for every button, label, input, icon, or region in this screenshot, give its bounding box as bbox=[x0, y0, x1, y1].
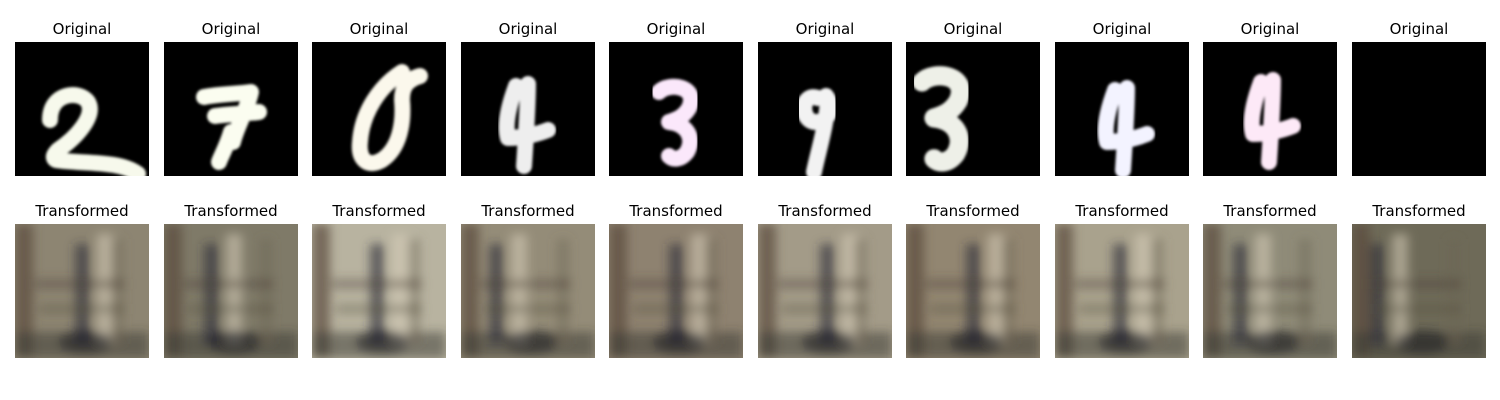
panel-title: Original bbox=[349, 20, 409, 38]
transformed-image bbox=[164, 224, 298, 358]
digit-image bbox=[609, 42, 743, 176]
blurred-texture bbox=[609, 224, 743, 358]
blurred-texture bbox=[312, 224, 446, 358]
digit-stroke bbox=[1097, 80, 1155, 176]
panel-title: Transformed bbox=[629, 202, 723, 220]
panel-title: Original bbox=[1240, 20, 1300, 38]
transformed-image bbox=[758, 224, 892, 358]
panel-title: Transformed bbox=[184, 202, 278, 220]
panel-title: Transformed bbox=[332, 202, 426, 220]
transformed-image bbox=[1203, 224, 1337, 358]
digit-image bbox=[1203, 42, 1337, 176]
transformed-image bbox=[906, 224, 1040, 358]
panel-title: Original bbox=[1092, 20, 1152, 38]
digit-image bbox=[906, 42, 1040, 176]
panel-title: Original bbox=[646, 20, 706, 38]
blurred-texture bbox=[15, 224, 149, 358]
panel-title: Transformed bbox=[778, 202, 872, 220]
blurred-texture bbox=[758, 224, 892, 358]
digit-stroke bbox=[498, 76, 556, 174]
digit-stroke bbox=[1243, 72, 1301, 170]
digit-image bbox=[1352, 42, 1486, 176]
panel-title: Transformed bbox=[1372, 202, 1466, 220]
blurred-texture bbox=[1352, 224, 1486, 358]
panel-title: Transformed bbox=[926, 202, 1020, 220]
panel-title: Transformed bbox=[481, 202, 575, 220]
panel-title: Original bbox=[943, 20, 1003, 38]
blurred-texture bbox=[164, 224, 298, 358]
blurred-texture bbox=[906, 224, 1040, 358]
panel-title: Original bbox=[795, 20, 855, 38]
digit-image bbox=[312, 42, 446, 176]
blurred-texture bbox=[1055, 224, 1189, 358]
digit-stroke bbox=[196, 84, 267, 170]
digit-stroke bbox=[351, 64, 428, 172]
digit-stroke bbox=[651, 78, 699, 167]
transformed-image bbox=[312, 224, 446, 358]
digit-stroke bbox=[796, 88, 839, 176]
digit-image bbox=[461, 42, 595, 176]
digit-image bbox=[758, 42, 892, 176]
blurred-texture bbox=[1203, 224, 1337, 358]
panel-title: Original bbox=[498, 20, 558, 38]
digit-stroke bbox=[912, 66, 970, 172]
digit-image bbox=[164, 42, 298, 176]
image-background bbox=[1352, 42, 1486, 176]
panel-title: Original bbox=[52, 20, 112, 38]
transformed-image bbox=[609, 224, 743, 358]
transformed-image bbox=[461, 224, 595, 358]
digit-image bbox=[1055, 42, 1189, 176]
panel-title: Transformed bbox=[35, 202, 129, 220]
digit-stroke bbox=[42, 87, 146, 176]
transformed-image bbox=[1055, 224, 1189, 358]
digit-image bbox=[15, 42, 149, 176]
transformed-image bbox=[1352, 224, 1486, 358]
transformed-image bbox=[15, 224, 149, 358]
panel-title: Original bbox=[201, 20, 261, 38]
panel-title: Transformed bbox=[1223, 202, 1317, 220]
blurred-texture bbox=[461, 224, 595, 358]
panel-title: Transformed bbox=[1075, 202, 1169, 220]
panel-title: Original bbox=[1389, 20, 1449, 38]
